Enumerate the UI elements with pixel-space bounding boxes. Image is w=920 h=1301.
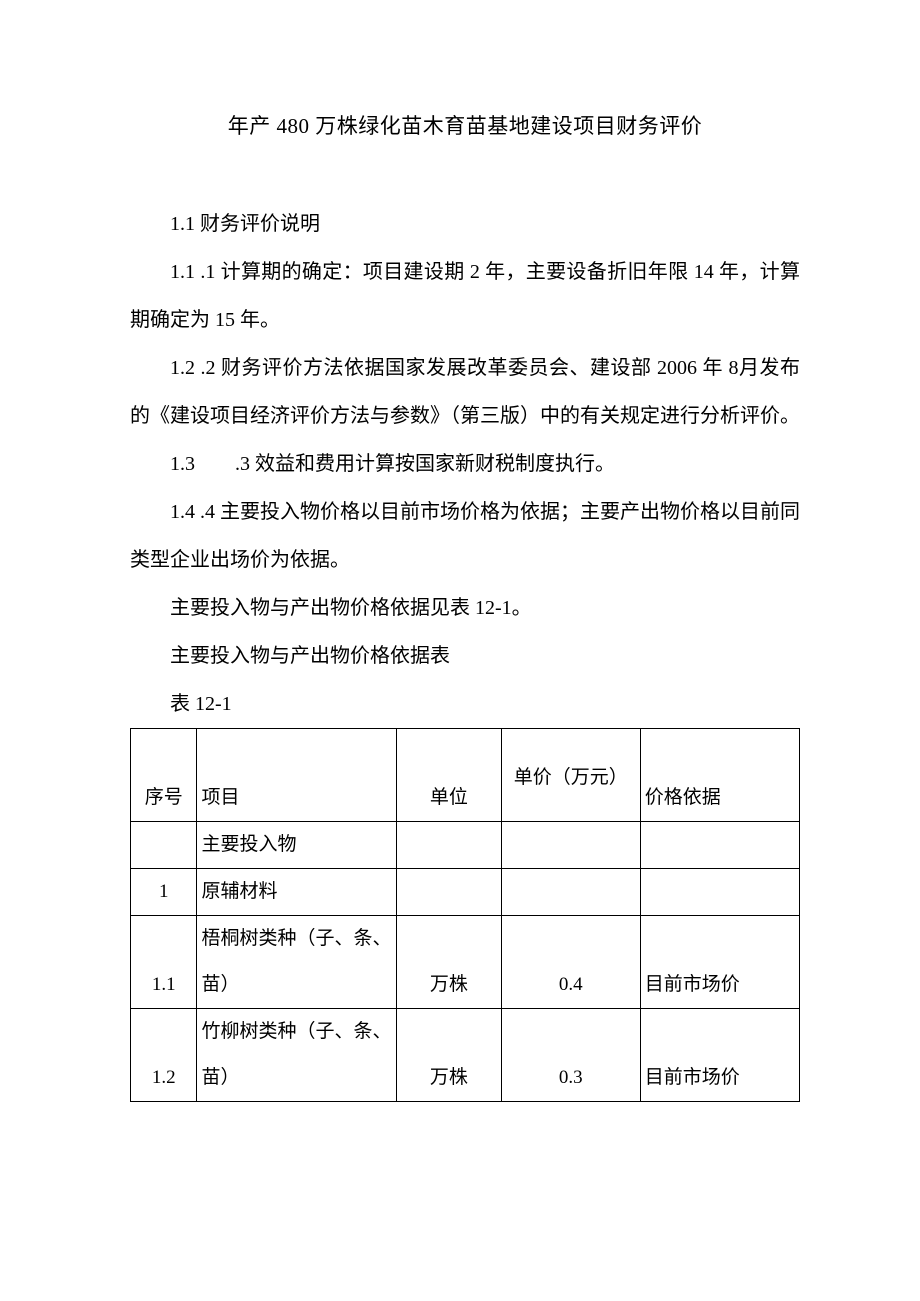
- para-6: 主要投入物与产出物价格依据见表 12-1。: [130, 584, 800, 632]
- para-5: 1.4 .4 主要投入物价格以目前市场价格为依据；主要产出物价格以目前同类型企业…: [130, 488, 800, 584]
- table-row: 1 原辅材料: [131, 869, 800, 916]
- header-basis: 价格依据: [640, 729, 799, 822]
- cell-seq: [131, 822, 197, 869]
- document-page: 年产 480 万株绿化苗木育苗基地建设项目财务评价 1.1 财务评价说明 1.1…: [0, 0, 920, 1142]
- cell-seq: 1: [131, 869, 197, 916]
- cell-price: [501, 869, 640, 916]
- header-unit: 单位: [396, 729, 501, 822]
- header-seq: 序号: [131, 729, 197, 822]
- header-item: 项目: [197, 729, 396, 822]
- table-row: 1.2 竹柳树类种（子、条、苗） 万株 0.3 目前市场价: [131, 1009, 800, 1102]
- document-title: 年产 480 万株绿化苗木育苗基地建设项目财务评价: [130, 110, 800, 140]
- cell-seq: 1.1: [131, 916, 197, 1009]
- cell-item: 主要投入物: [197, 822, 396, 869]
- cell-unit: 万株: [396, 1009, 501, 1102]
- cell-item: 竹柳树类种（子、条、苗）: [197, 1009, 396, 1102]
- cell-basis: 目前市场价: [640, 916, 799, 1009]
- cell-seq: 1.2: [131, 1009, 197, 1102]
- table-caption: 主要投入物与产出物价格依据表: [130, 632, 800, 680]
- cell-price: 0.3: [501, 1009, 640, 1102]
- header-basis-label: 价格依据: [645, 775, 721, 821]
- cell-price: 0.4: [501, 916, 640, 1009]
- para-3: 1.2 .2 财务评价方法依据国家发展改革委员会、建设部 2006 年 8月发布…: [130, 344, 800, 440]
- cell-unit: [396, 869, 501, 916]
- cell-basis: [640, 869, 799, 916]
- table-row: 主要投入物: [131, 822, 800, 869]
- header-price-label: 单价（万元）: [514, 762, 628, 789]
- cell-basis: [640, 822, 799, 869]
- cell-item: 原辅材料: [197, 869, 396, 916]
- table-row: 1.1 梧桐树类种（子、条、苗） 万株 0.4 目前市场价: [131, 916, 800, 1009]
- table-number: 表 12-1: [130, 680, 800, 728]
- para-4: 1.3 .3 效益和费用计算按国家新财税制度执行。: [130, 440, 800, 488]
- table-header-row: 序号 项目 单位 单价（万元） 价格依据: [131, 729, 800, 822]
- cell-basis: 目前市场价: [640, 1009, 799, 1102]
- para-1: 1.1 财务评价说明: [130, 200, 800, 248]
- cell-price: [501, 822, 640, 869]
- header-seq-label: 序号: [145, 775, 183, 821]
- para-2: 1.1 .1 计算期的确定：项目建设期 2 年，主要设备折旧年限 14 年，计算…: [130, 248, 800, 344]
- cell-unit: [396, 822, 501, 869]
- header-unit-label: 单位: [430, 775, 468, 821]
- price-basis-table: 序号 项目 单位 单价（万元） 价格依据 主要投入物 1 原辅材料: [130, 728, 800, 1102]
- cell-item: 梧桐树类种（子、条、苗）: [197, 916, 396, 1009]
- cell-unit: 万株: [396, 916, 501, 1009]
- header-price: 单价（万元）: [501, 729, 640, 822]
- header-item-label: 项目: [201, 775, 239, 821]
